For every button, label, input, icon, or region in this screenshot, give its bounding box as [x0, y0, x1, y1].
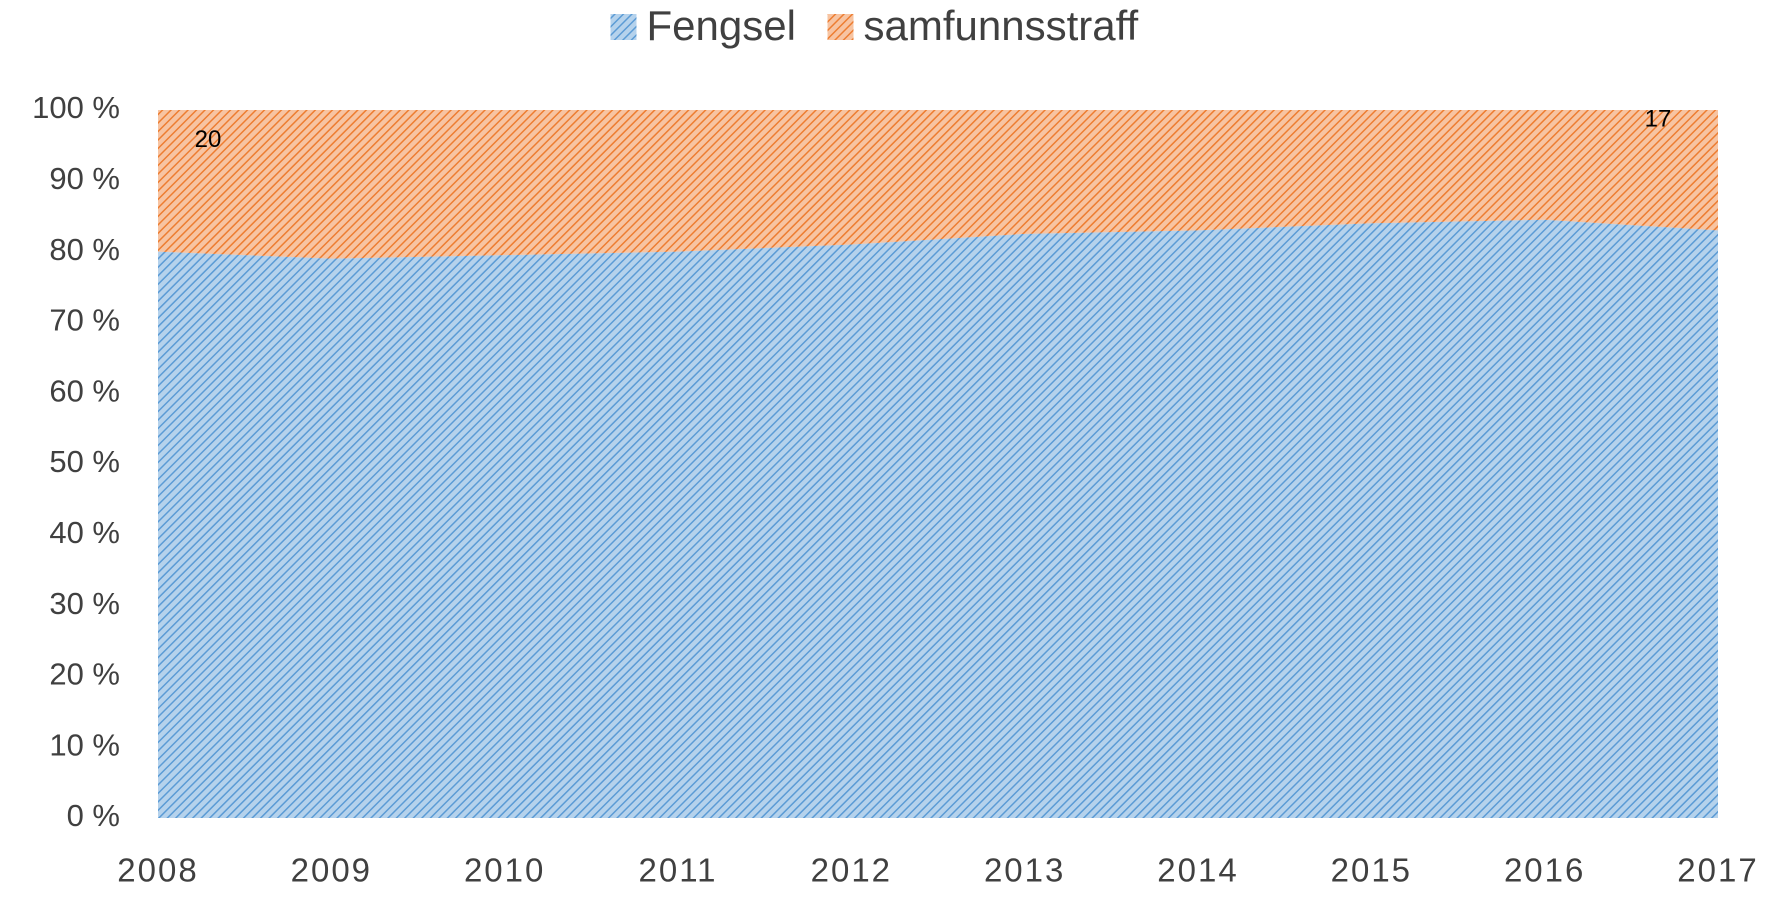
x-tick-label: 2009 — [291, 852, 372, 889]
area — [158, 110, 1718, 259]
y-tick-label: 0 % — [67, 798, 120, 833]
legend-swatch — [610, 14, 637, 40]
x-tick-label: 2017 — [1677, 852, 1758, 889]
x-tick-label: 2016 — [1504, 852, 1585, 889]
x-tick-label: 2008 — [117, 852, 198, 889]
data-label: 20 — [195, 126, 222, 153]
y-tick-label: 10 % — [49, 727, 120, 762]
legend-label: Fengsel — [647, 2, 796, 49]
y-tick-label: 20 % — [49, 657, 120, 692]
x-tick-label: 2015 — [1331, 852, 1412, 889]
x-tick-label: 2014 — [1157, 852, 1238, 889]
y-tick-label: 60 % — [49, 373, 120, 408]
legend-label: samfunnsstraff — [864, 2, 1139, 49]
x-tick-label: 2011 — [639, 852, 718, 889]
y-tick-label: 100 % — [32, 90, 120, 125]
y-tick-label: 50 % — [49, 444, 120, 479]
x-tick-label: 2013 — [984, 852, 1065, 889]
area — [158, 219, 1718, 819]
legend-swatch — [827, 14, 854, 40]
y-tick-label: 70 % — [49, 303, 120, 338]
y-tick-label: 90 % — [49, 161, 120, 196]
y-tick-label: 80 % — [49, 232, 120, 267]
y-tick-label: 30 % — [49, 586, 120, 621]
y-tick-label: 40 % — [49, 515, 120, 550]
x-tick-label: 2010 — [464, 852, 545, 889]
data-label: 17 — [1645, 106, 1672, 133]
x-tick-label: 2012 — [811, 852, 892, 889]
